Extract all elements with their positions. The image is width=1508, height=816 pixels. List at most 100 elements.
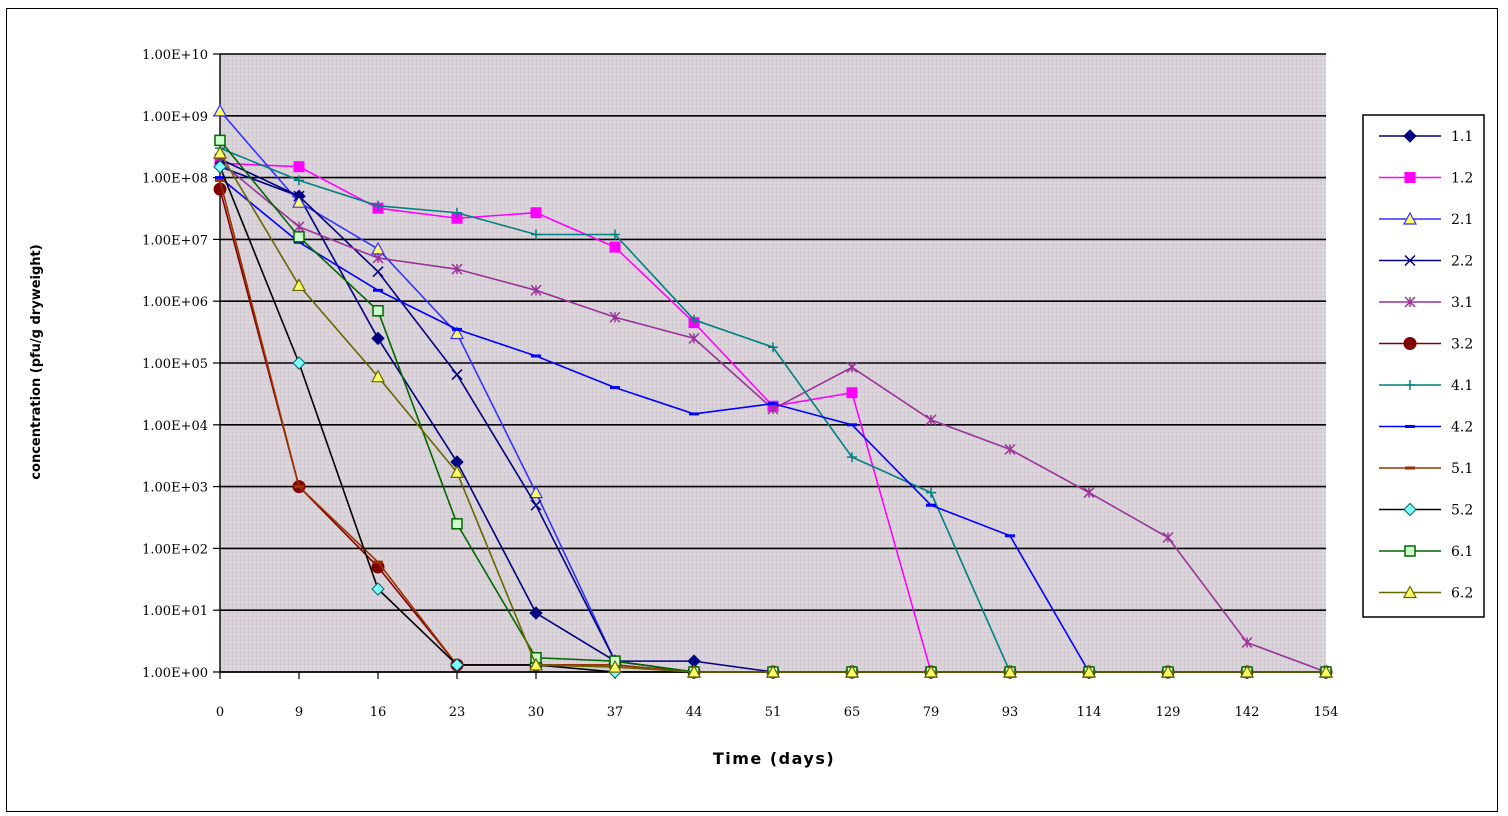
x-tick-label: 30 — [528, 705, 545, 720]
x-tick-label: 16 — [370, 705, 387, 720]
data-point — [371, 331, 385, 346]
data-point — [1083, 487, 1095, 499]
data-point — [531, 354, 541, 358]
data-point — [214, 134, 226, 147]
legend-label: 4.2 — [1451, 420, 1473, 436]
data-point — [291, 278, 307, 292]
legend-marker — [1402, 211, 1418, 225]
data-point — [530, 284, 542, 296]
data-point — [293, 161, 305, 173]
data-point — [372, 266, 384, 278]
data-point — [1002, 664, 1018, 678]
legend-entry: 6.2 — [1379, 585, 1473, 602]
legend-label: 6.2 — [1451, 586, 1473, 602]
data-point — [371, 582, 385, 596]
data-point — [215, 178, 225, 182]
y-tick-label: 1.00E+08 — [142, 172, 208, 187]
data-point — [531, 229, 541, 240]
data-point — [609, 241, 621, 253]
data-point — [1241, 636, 1253, 649]
y-tick-label: 1.00E+06 — [142, 295, 208, 310]
data-point — [373, 288, 383, 292]
legend-label: 5.1 — [1451, 461, 1473, 477]
data-point — [372, 305, 384, 317]
data-point — [291, 194, 307, 208]
x-tick-label: 9 — [295, 705, 303, 720]
legend-label: 4.1 — [1451, 378, 1473, 394]
data-point — [212, 103, 228, 117]
x-tick-label: 0 — [216, 705, 224, 720]
data-point — [213, 160, 227, 174]
x-tick-label: 93 — [1002, 705, 1019, 720]
legend-label: 3.2 — [1451, 337, 1473, 353]
legend-entry: 5.1 — [1379, 461, 1473, 477]
legend-label: 1.1 — [1451, 129, 1473, 145]
x-tick-label: 44 — [686, 705, 703, 720]
legend-marker — [1404, 545, 1416, 557]
x-tick-label: 65 — [844, 705, 861, 720]
data-point — [1239, 664, 1255, 678]
x-tick-label: 129 — [1156, 705, 1181, 720]
data-point — [610, 229, 620, 240]
data-point — [293, 231, 305, 243]
x-tick-label: 79 — [923, 705, 940, 720]
data-point — [1318, 664, 1334, 678]
data-point — [1162, 531, 1174, 544]
y-tick-label: 1.00E+10 — [142, 48, 208, 63]
y-tick-label: 1.00E+07 — [142, 233, 208, 248]
data-point — [765, 664, 781, 678]
x-tick-label: 114 — [1077, 705, 1102, 720]
data-point — [530, 499, 542, 511]
legend-marker — [1404, 254, 1416, 267]
legend-label: 6.1 — [1451, 544, 1473, 560]
y-tick-label: 1.00E+05 — [142, 357, 208, 372]
legend-marker — [1403, 337, 1417, 350]
legend-marker — [1402, 585, 1418, 599]
data-point — [686, 664, 702, 678]
data-point — [528, 485, 544, 499]
data-point — [607, 659, 623, 673]
legend-marker — [1405, 466, 1415, 470]
y-tick-label: 1.00E+03 — [142, 481, 208, 496]
data-point — [372, 252, 384, 264]
legend-entry: 3.2 — [1379, 337, 1473, 353]
data-point — [610, 386, 620, 390]
data-point — [529, 606, 543, 620]
x-tick-label: 154 — [1314, 705, 1339, 720]
data-point — [925, 414, 937, 426]
series-6-2 — [212, 145, 1334, 678]
data-point — [1005, 534, 1015, 538]
data-point — [689, 314, 699, 325]
data-point — [923, 664, 939, 678]
data-point — [292, 356, 306, 370]
data-point — [212, 145, 228, 159]
data-point — [1004, 443, 1016, 455]
data-point — [451, 263, 463, 275]
data-point — [373, 560, 383, 564]
y-tick-label: 1.00E+09 — [142, 110, 208, 125]
y-tick-label: 1.00E+02 — [142, 542, 208, 557]
data-point — [767, 403, 779, 415]
x-axis-title: Time (days) — [713, 749, 835, 768]
y-axis-title: concentration (pfu/g dryweight) — [29, 244, 44, 479]
legend: 1.1 1.2 2.1 2.2 3.1 3.2 4.1 4.2 5.1 5.2 6.1 6.2 — [1362, 114, 1485, 618]
legend-marker — [1403, 129, 1417, 143]
data-point — [530, 207, 542, 219]
legend-entry: 5.2 — [1379, 503, 1473, 519]
legend-entry: 2.2 — [1379, 254, 1473, 270]
x-tick-label: 23 — [449, 705, 466, 720]
series-layer — [212, 103, 1334, 679]
data-point — [844, 664, 860, 678]
legend-label: 3.1 — [1451, 295, 1473, 311]
data-point — [768, 402, 778, 406]
data-point — [452, 207, 462, 218]
legend-label: 1.2 — [1451, 171, 1473, 187]
legend-marker — [1404, 296, 1416, 308]
data-point — [689, 412, 699, 416]
legend-entry: 6.1 — [1379, 544, 1473, 560]
data-point — [846, 387, 858, 399]
y-tick-label: 1.00E+01 — [142, 604, 208, 619]
data-point — [449, 326, 465, 340]
data-point — [768, 342, 778, 353]
